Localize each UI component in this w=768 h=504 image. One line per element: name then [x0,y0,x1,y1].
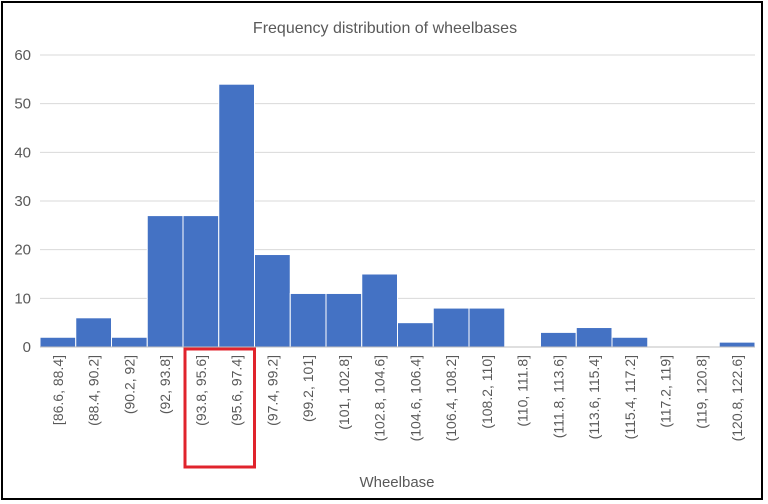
x-axis-ticks: [86.6, 88.4] (88.4, 90.2] (90.2, 92] (92, 9… [50,355,745,441]
x-tick-label: (92, 93.8] [157,355,173,414]
bars [39,83,756,348]
histogram-bar [540,331,577,348]
x-tick-label: (88.4, 90.2] [86,355,102,426]
y-tick-label: 10 [14,290,31,307]
x-tick-label: [86.6, 88.4] [50,355,66,425]
x-tick-label: (111.8, 113.6] [550,355,566,438]
chart-title: Frequency distribution of wheelbases [253,20,517,37]
x-tick-label: (93.8, 95.6] [193,355,209,426]
x-tick-label: (119, 120.8] [693,355,709,429]
histogram-bar [361,273,398,348]
x-tick-label: (106.4, 108.2] [443,355,459,441]
y-tick-label: 60 [14,47,31,64]
histogram-bar [39,336,77,348]
highlight-box [183,347,256,469]
histogram-chart: Frequency distribution of wheelbases 0 10… [14,20,756,491]
histogram-bar [75,317,112,348]
x-tick-label: (104.6, 106.4] [407,355,423,441]
x-tick-label: (120.8, 122.6] [729,355,745,441]
x-tick-label: (102.8, 104.6] [372,355,388,441]
histogram-bar [325,292,363,348]
y-axis-ticks: 0 10 20 30 40 50 60 [14,47,31,356]
histogram-bar [718,341,756,348]
x-tick-label: (110, 111.8] [515,355,531,427]
histogram-bar [146,215,184,348]
y-tick-label: 30 [14,193,31,210]
y-tick-label: 20 [14,242,31,259]
x-tick-label: (108.2, 110] [479,355,495,429]
histogram-bar [182,215,220,348]
x-axis-label: Wheelbase [359,474,434,491]
x-tick-label: (115.4, 117.2] [622,355,638,439]
histogram-bar [432,307,470,348]
histogram-bar [397,322,434,348]
histogram-bar [254,254,291,348]
histogram-bar [611,336,649,348]
x-tick-label: (101, 102.8] [336,355,352,430]
x-tick-label: (117.2, 119] [658,355,674,428]
x-tick-label: (90.2, 92] [121,355,137,414]
histogram-bar [575,327,613,348]
x-tick-label: (95.6, 97.4] [229,355,245,426]
y-tick-label: 0 [23,339,31,356]
histogram-bar [468,307,506,348]
y-tick-label: 40 [14,144,31,161]
y-tick-label: 50 [14,96,31,113]
histogram-bar [111,336,148,348]
x-tick-label: (99.2, 101] [300,355,316,422]
histogram-bar [218,83,255,348]
histogram-bar [289,292,327,348]
x-tick-label: (113.6, 115.4] [586,355,602,439]
x-tick-label: (97.4, 99.2] [264,355,280,426]
